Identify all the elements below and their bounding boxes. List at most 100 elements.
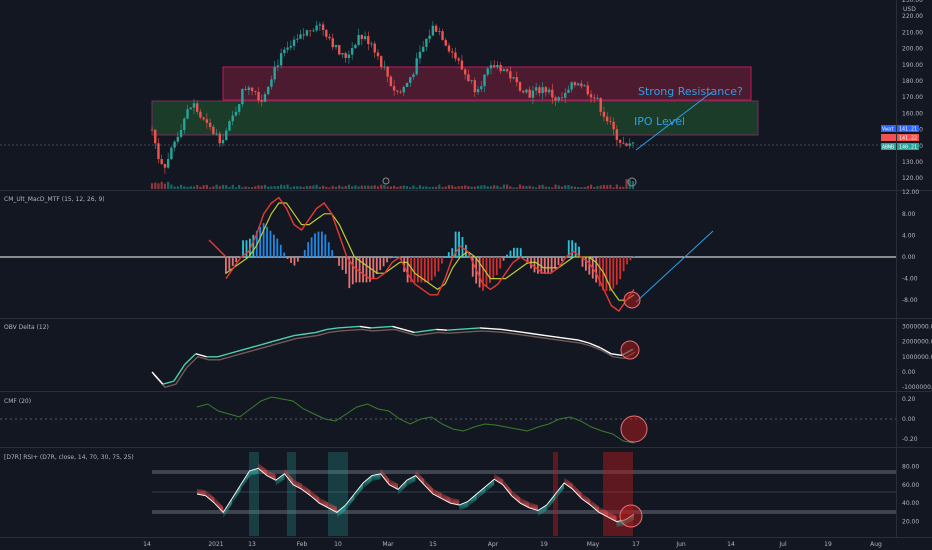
- macd-hist-bar: [523, 256, 526, 257]
- candle: [292, 39, 296, 46]
- price-tick-160: 160.00: [902, 110, 923, 117]
- candle: [512, 77, 515, 79]
- volume-bar: [544, 186, 547, 189]
- candle: [438, 31, 441, 33]
- macd-pane[interactable]: CM_Ult_MacD_MTF (15, 12, 26, 9) 12.00 8.0…: [0, 189, 919, 312]
- obv-segment: [326, 327, 338, 331]
- rsi-signal-bands: [249, 452, 348, 536]
- volume-bar: [228, 187, 231, 189]
- volume-bar: [425, 186, 428, 189]
- candle: [160, 159, 163, 164]
- candle: [208, 122, 212, 127]
- rsi-fill-segment: [293, 479, 302, 490]
- macd-hist-bar: [386, 257, 388, 263]
- macd-hist-bar: [300, 257, 303, 258]
- macd-hist-bar: [351, 257, 354, 285]
- obv-segment: [261, 340, 273, 346]
- obv-segment: [195, 353, 207, 358]
- obv-segment: [337, 326, 349, 329]
- obv-segment: [184, 353, 197, 365]
- volume-bar: [205, 184, 208, 189]
- macd-hist-bar: [615, 257, 618, 285]
- macd-axis: 12.00 8.00 4.00 0.00 -4.00 -8.00: [902, 189, 919, 304]
- candle: [357, 34, 360, 45]
- candle: [428, 35, 431, 39]
- price-pane[interactable]: Strong Resistance? IPO Level USD 230.002…: [0, 0, 923, 189]
- obv-pane[interactable]: OBV Delta (12) 3000000.00 2000000.00 10000…: [4, 323, 932, 391]
- candle: [199, 111, 202, 118]
- volume-bar: [467, 186, 470, 189]
- volume-bar: [593, 187, 596, 189]
- macd-hist-bar: [314, 233, 316, 257]
- macd-tick: -8.00: [902, 297, 918, 304]
- candle: [451, 51, 454, 53]
- obv-segment: [370, 326, 382, 329]
- rsi-highlight-circle: [619, 504, 643, 528]
- obv-segment: [523, 331, 535, 335]
- volume-bar: [318, 186, 321, 189]
- volume-bar: [531, 186, 535, 189]
- macd-hist-bar: [543, 257, 546, 274]
- volume-bar: [493, 185, 496, 189]
- candle: [383, 66, 386, 68]
- candle: [237, 104, 241, 112]
- rsi-fill-segment: [223, 498, 232, 518]
- price-tick-170: 170.00: [902, 94, 923, 101]
- candle: [367, 36, 370, 45]
- macd-tick: 0.00: [902, 254, 916, 261]
- candle: [221, 140, 225, 144]
- volume-bar: [250, 187, 254, 189]
- candle: [170, 147, 173, 159]
- macd-hist-bar: [526, 257, 529, 264]
- candle: [460, 60, 464, 70]
- volume-bar: [231, 184, 234, 189]
- macd-hist-bar: [413, 257, 416, 283]
- rsi-fill-segment: [284, 468, 294, 485]
- volume-bar: [321, 185, 325, 189]
- volume-bar: [577, 186, 580, 189]
- price-tick-210: 210.00: [902, 29, 923, 36]
- candle: [463, 69, 467, 75]
- candle: [444, 40, 447, 46]
- rsi-fill-segment: [564, 477, 573, 490]
- volume-bar: [218, 186, 221, 189]
- volume-bar: [393, 185, 396, 189]
- macd-hist-bar: [454, 231, 457, 257]
- volume-bar: [451, 185, 454, 189]
- macd-hist-bar: [262, 223, 265, 257]
- macd-hist-bar: [382, 257, 385, 267]
- rsi-fill: [197, 462, 634, 528]
- volume-bar: [402, 185, 405, 189]
- candle: [254, 91, 257, 92]
- macd-tick: 12.00: [902, 189, 919, 196]
- volume-bar: [564, 185, 567, 189]
- macd-hist-bar: [567, 240, 570, 257]
- rsi-fill-segment: [494, 473, 503, 485]
- volume-bar: [257, 185, 260, 189]
- rsi-pane[interactable]: [D7R] RSI+ (D7R, close, 14, 70, 30, 75, …: [4, 452, 919, 536]
- rsi-fill-segment: [205, 490, 215, 504]
- macd-hist-bar: [471, 257, 474, 277]
- volume-bar: [286, 184, 289, 189]
- volume-bar: [464, 185, 467, 189]
- rsi-lower-band: [152, 510, 896, 514]
- candle: [489, 65, 493, 69]
- x-tick-Jul: Jul: [778, 541, 787, 548]
- x-tick-Feb: Feb: [297, 541, 308, 548]
- volume-bar: [357, 186, 360, 189]
- time-axis[interactable]: 14 2021 13 Feb 10 Mar 15 Apr 19 May 17 Jun 14 Jul 19 Au…: [143, 541, 882, 548]
- obv-segment: [545, 334, 557, 338]
- obv-segment: [392, 325, 404, 331]
- candle: [509, 71, 512, 79]
- candle: [631, 142, 635, 144]
- obv-segment: [162, 380, 175, 385]
- candle: [580, 83, 583, 87]
- volume-bar: [267, 186, 270, 189]
- candle: [192, 103, 196, 108]
- macd-hist-bar: [612, 257, 615, 289]
- candle: [228, 121, 231, 131]
- volume-bar: [457, 186, 460, 189]
- cmf-pane[interactable]: CMF (20) 0.20 0.00 -0.20: [0, 396, 918, 444]
- volume-bar: [506, 184, 509, 189]
